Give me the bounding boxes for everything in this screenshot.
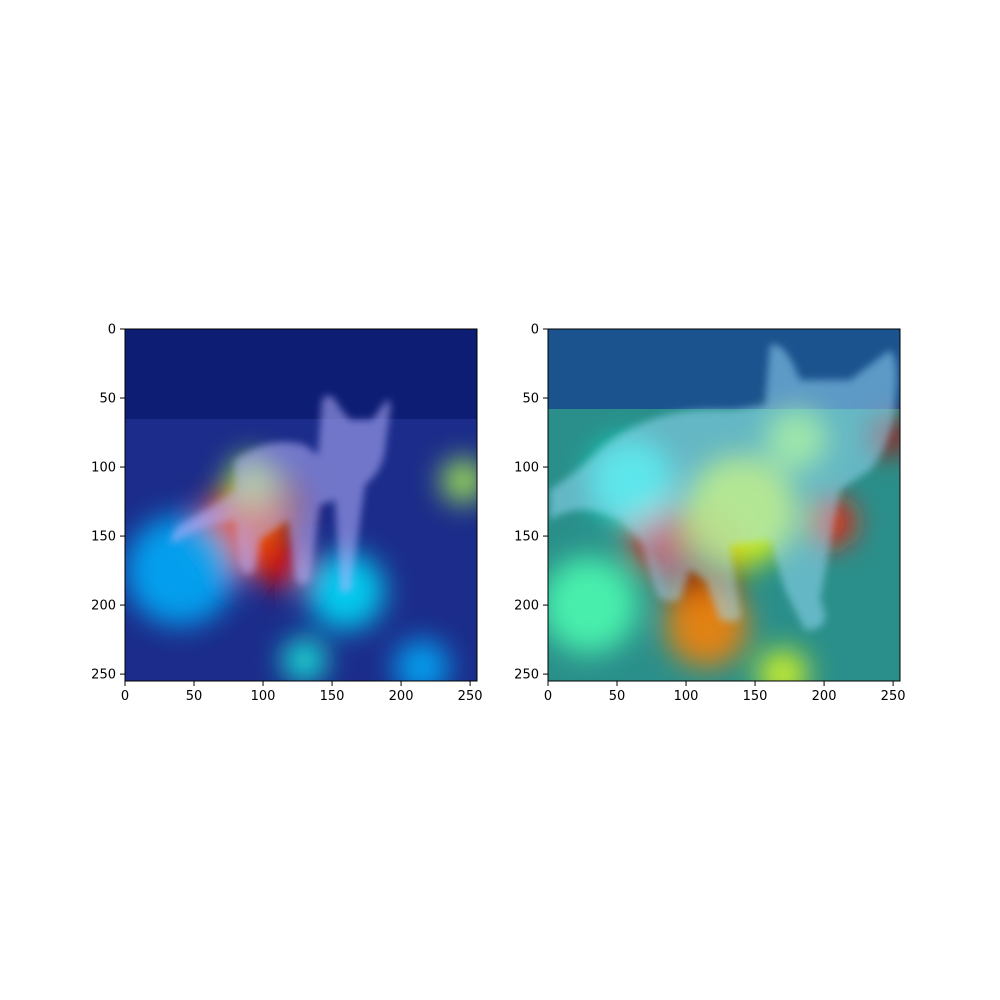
right-x-tick-label: 150: [743, 689, 768, 704]
left-panel: 0 50 100 150 200 250 0 50 100 150 200 250: [91, 323, 482, 705]
left-y-tick-label: 200: [91, 599, 116, 614]
left-x-tick-label: 200: [389, 689, 414, 704]
right-y-tick-label: 100: [514, 461, 539, 476]
right-panel: 0 50 100 150 200 250 0 50 100 150 200 250: [514, 323, 905, 705]
right-y-tick-label: 150: [514, 530, 539, 545]
right-x-tick-label: 250: [881, 689, 906, 704]
left-axis-ticks: 0 50 100 150 200 250 0 50 100 150 200 250: [91, 323, 482, 705]
right-x-tick-label: 200: [812, 689, 837, 704]
left-x-tick-label: 250: [458, 689, 483, 704]
left-y-tick-label: 100: [91, 461, 116, 476]
right-axis-ticks: 0 50 100 150 200 250 0 50 100 150 200 250: [514, 323, 905, 705]
left-x-tick-label: 0: [121, 689, 129, 704]
left-axes-frame: [124, 328, 478, 682]
left-y-tick-label: 0: [108, 323, 116, 338]
right-x-tick-label: 0: [544, 689, 552, 704]
right-axes-frame: [547, 328, 901, 682]
left-y-tick-label: 150: [91, 530, 116, 545]
left-y-tick-label: 50: [99, 392, 116, 407]
left-heat-region: [394, 639, 450, 681]
right-x-tick-label: 100: [674, 689, 699, 704]
left-x-tick-label: 150: [320, 689, 345, 704]
left-heatmap-image: [125, 329, 477, 681]
right-y-tick-label: 0: [531, 323, 539, 338]
right-y-tick-label: 200: [514, 599, 539, 614]
right-y-tick-label: 250: [514, 668, 539, 683]
right-heatmap-image: [548, 329, 900, 681]
left-kitten-silhouette: [171, 395, 391, 593]
right-x-tick-label: 50: [609, 689, 626, 704]
right-kitten-silhouette: [550, 344, 897, 630]
right-y-tick-label: 50: [522, 392, 539, 407]
right-heat-region: [548, 556, 638, 654]
left-heat-region: [282, 638, 327, 681]
left-heat-region: [125, 515, 236, 626]
left-x-tick-label: 50: [186, 689, 203, 704]
right-heat-region: [757, 649, 808, 681]
left-x-tick-label: 100: [251, 689, 276, 704]
left-heat-region: [441, 458, 477, 503]
left-y-tick-label: 250: [91, 668, 116, 683]
